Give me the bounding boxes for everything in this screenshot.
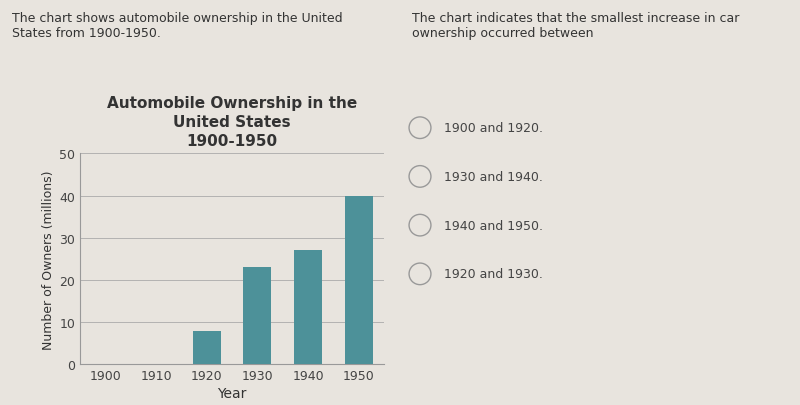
Text: 1900 and 1920.: 1900 and 1920. [444,122,543,135]
Text: 1920 and 1930.: 1920 and 1930. [444,268,543,281]
Text: The chart shows automobile ownership in the United
States from 1900-1950.: The chart shows automobile ownership in … [12,12,342,40]
Text: 1940 and 1950.: 1940 and 1950. [444,219,543,232]
Bar [193,331,221,364]
X-axis label: Year: Year [218,386,246,401]
Y-axis label: Number of Owners (millions): Number of Owners (millions) [42,170,55,349]
Text: 1930 and 1940.: 1930 and 1940. [444,171,543,183]
Bar [345,196,373,364]
Text: The chart indicates that the smallest increase in car
ownership occurred between: The chart indicates that the smallest in… [412,12,739,40]
Bar [294,251,322,364]
Bar [243,268,271,365]
Title: Automobile Ownership in the
United States
1900-1950: Automobile Ownership in the United State… [107,95,357,149]
